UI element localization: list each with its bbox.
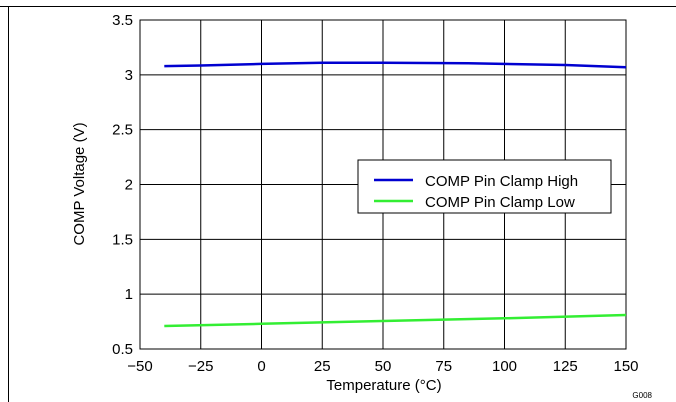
- series-line-clamp-high: [164, 61, 627, 69]
- legend: COMP Pin Clamp High COMP Pin Clamp Low: [357, 159, 612, 214]
- x-tick-label: 25: [314, 358, 331, 375]
- x-tick-label: 150: [613, 358, 638, 375]
- y-tick-label: 0.5: [112, 341, 133, 358]
- x-tick-labels: −50 −25 0 25 50 75 100 125 150: [127, 358, 638, 375]
- series-layer: [164, 61, 627, 328]
- series-line-clamp-low: [164, 313, 627, 328]
- y-tick-label: 1.5: [112, 231, 133, 248]
- y-axis-label: COMP Voltage (V): [71, 122, 88, 245]
- legend-label-high: COMP Pin Clamp High: [425, 173, 578, 190]
- figure-frame-left: [8, 6, 9, 402]
- figure-id: G008: [632, 391, 652, 400]
- plot-frame: [139, 19, 627, 350]
- x-tick-label: 50: [375, 358, 392, 375]
- plot-border: [139, 19, 627, 350]
- y-tick-label: 2: [125, 177, 133, 194]
- y-tick-label: 3.5: [112, 12, 133, 29]
- legend-box: [357, 159, 612, 214]
- x-tick-label: 0: [257, 358, 265, 375]
- y-tick-label: 3: [125, 67, 133, 84]
- x-tick-label: 125: [553, 358, 578, 375]
- x-tick-label: −50: [127, 358, 152, 375]
- y-tick-labels: 0.5 1 1.5 2 2.5 3 3.5: [112, 12, 133, 358]
- legend-label-low: COMP Pin Clamp Low: [425, 194, 575, 211]
- x-axis-label: Temperature (°C): [326, 377, 441, 394]
- y-tick-label: 2.5: [112, 122, 133, 139]
- x-tick-label: 100: [492, 358, 517, 375]
- figure-frame-top: [0, 6, 676, 7]
- y-tick-label: 1: [125, 286, 133, 303]
- x-tick-label: −25: [188, 358, 213, 375]
- x-tick-label: 75: [435, 358, 452, 375]
